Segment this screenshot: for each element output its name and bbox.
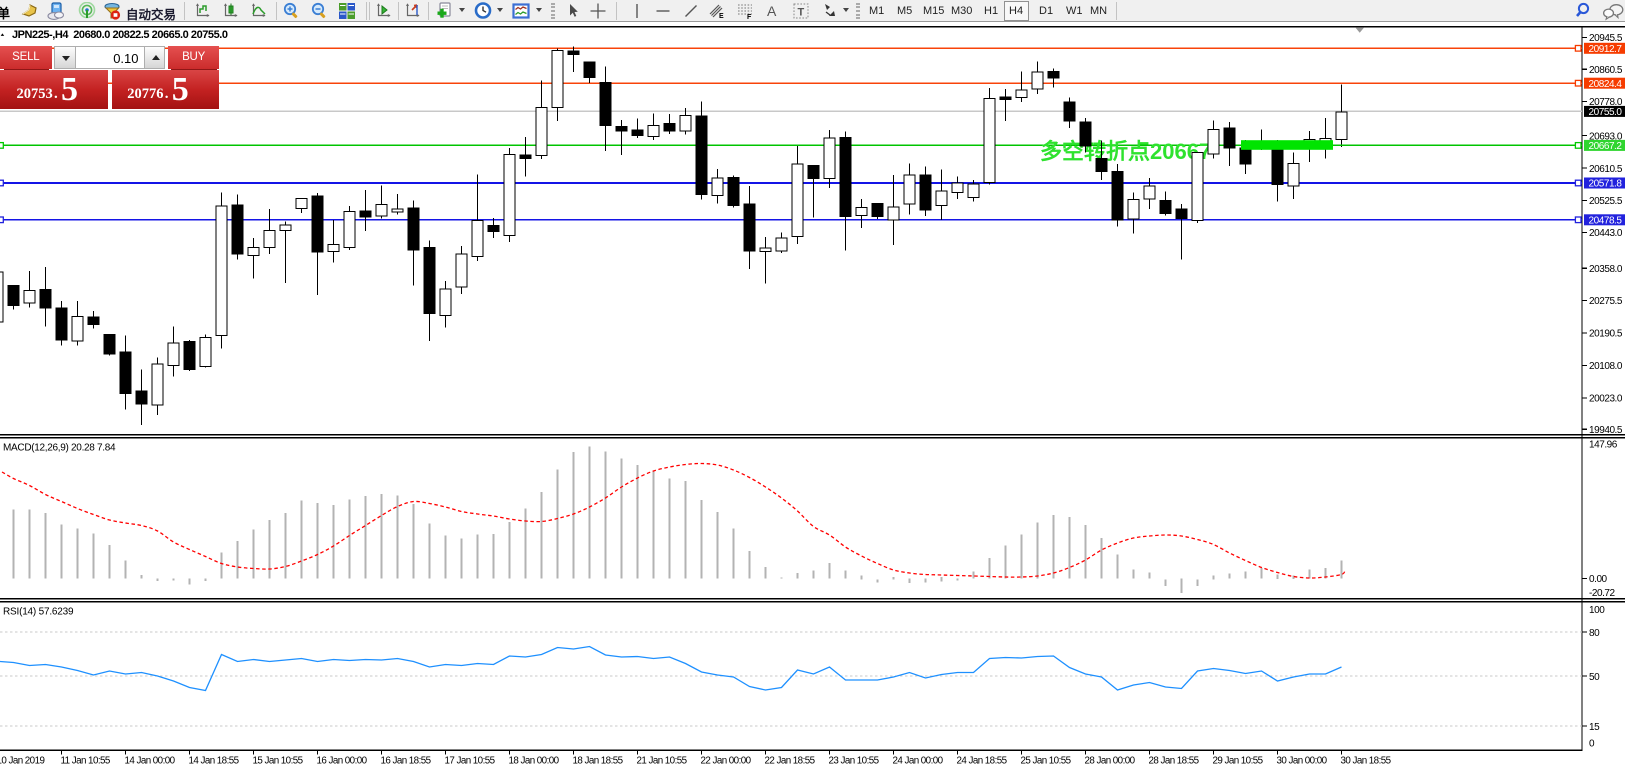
svg-text:F: F (747, 14, 752, 20)
svg-text:20190.5: 20190.5 (1589, 329, 1623, 340)
svg-text:18 Jan 18:55: 18 Jan 18:55 (573, 756, 624, 767)
svg-text:14 Jan 00:00: 14 Jan 00:00 (125, 756, 176, 767)
svg-text:MACD(12,26,9) 20.28 7.84: MACD(12,26,9) 20.28 7.84 (3, 443, 116, 454)
svg-text:多空转折点20667: 多空转折点20667 (1040, 139, 1211, 164)
svg-text:29 Jan 10:55: 29 Jan 10:55 (1213, 756, 1264, 767)
svg-text:16 Jan 18:55: 16 Jan 18:55 (381, 756, 432, 767)
svg-text:20275.5: 20275.5 (1589, 296, 1623, 307)
svg-text:20023.0: 20023.0 (1589, 394, 1623, 405)
svg-text:20778.0: 20778.0 (1589, 97, 1623, 108)
svg-text:T: T (798, 7, 805, 19)
svg-text:14 Jan 18:55: 14 Jan 18:55 (189, 756, 240, 767)
svg-text:20610.5: 20610.5 (1589, 164, 1623, 175)
svg-text:20824.4: 20824.4 (1589, 79, 1623, 90)
svg-text:11 Jan 10:55: 11 Jan 10:55 (61, 756, 111, 767)
svg-text:19940.5: 19940.5 (1589, 425, 1623, 436)
svg-text:JPN225-,H4 20680.0 20822.5 20: JPN225-,H4 20680.0 20822.5 20665.0 20755… (12, 29, 228, 41)
svg-text:RSI(14) 57.6239: RSI(14) 57.6239 (3, 607, 74, 618)
svg-text:100: 100 (1589, 605, 1605, 616)
svg-text:20693.0: 20693.0 (1589, 131, 1623, 142)
svg-text:20945.5: 20945.5 (1589, 33, 1623, 44)
svg-text:20571.8: 20571.8 (1589, 179, 1623, 190)
svg-text:50: 50 (1589, 672, 1600, 683)
svg-text:0.00: 0.00 (1589, 574, 1608, 585)
svg-text:E: E (719, 13, 724, 20)
svg-text:30 Jan 00:00: 30 Jan 00:00 (1277, 756, 1328, 767)
svg-text:28 Jan 00:00: 28 Jan 00:00 (1085, 756, 1136, 767)
svg-text:147.96: 147.96 (1589, 440, 1618, 451)
svg-text:20525.5: 20525.5 (1589, 196, 1623, 207)
svg-text:30 Jan 18:55: 30 Jan 18:55 (1341, 756, 1392, 767)
svg-text:20478.5: 20478.5 (1589, 216, 1623, 227)
svg-text:16 Jan 00:00: 16 Jan 00:00 (317, 756, 368, 767)
svg-text:23 Jan 10:55: 23 Jan 10:55 (829, 756, 880, 767)
svg-text:-20.72: -20.72 (1589, 588, 1616, 599)
svg-text:20755.0: 20755.0 (1589, 107, 1623, 118)
svg-text:0: 0 (1589, 739, 1595, 750)
svg-text:25 Jan 10:55: 25 Jan 10:55 (1021, 756, 1072, 767)
svg-text:21 Jan 10:55: 21 Jan 10:55 (637, 756, 688, 767)
svg-text:28 Jan 18:55: 28 Jan 18:55 (1149, 756, 1200, 767)
svg-text:80: 80 (1589, 628, 1600, 639)
svg-text:24 Jan 18:55: 24 Jan 18:55 (957, 756, 1008, 767)
svg-text:24 Jan 00:00: 24 Jan 00:00 (893, 756, 944, 767)
svg-text:17 Jan 10:55: 17 Jan 10:55 (445, 756, 496, 767)
svg-text:22 Jan 00:00: 22 Jan 00:00 (701, 756, 752, 767)
svg-text:20912.7: 20912.7 (1589, 44, 1623, 55)
svg-text:10 Jan 2019: 10 Jan 2019 (0, 756, 44, 767)
svg-text:22 Jan 18:55: 22 Jan 18:55 (765, 756, 816, 767)
svg-text:18 Jan 00:00: 18 Jan 00:00 (509, 756, 560, 767)
svg-text:20358.0: 20358.0 (1589, 264, 1623, 275)
svg-text:20667.2: 20667.2 (1589, 141, 1623, 152)
svg-text:20443.0: 20443.0 (1589, 228, 1623, 239)
svg-text:15 Jan 10:55: 15 Jan 10:55 (253, 756, 304, 767)
svg-text:20860.5: 20860.5 (1589, 65, 1623, 76)
svg-text:20108.0: 20108.0 (1589, 361, 1623, 372)
svg-text:15: 15 (1589, 722, 1600, 733)
